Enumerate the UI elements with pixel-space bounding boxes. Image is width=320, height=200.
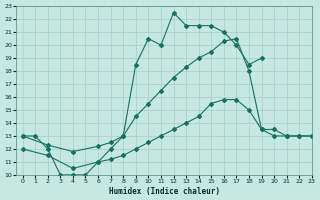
X-axis label: Humidex (Indice chaleur): Humidex (Indice chaleur) xyxy=(108,187,220,196)
